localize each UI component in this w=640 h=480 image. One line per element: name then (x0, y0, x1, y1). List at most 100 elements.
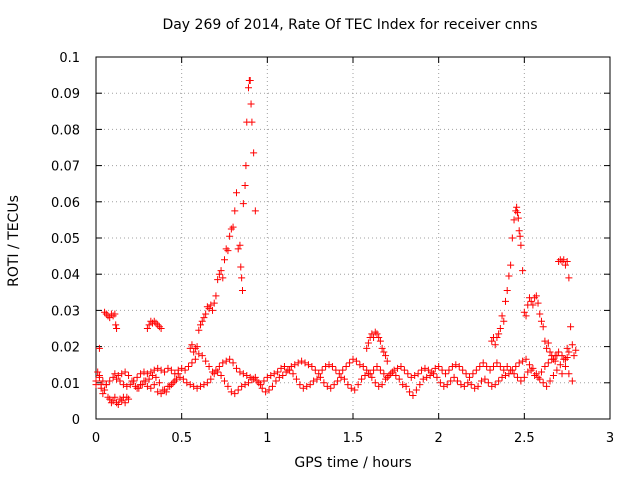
data-point (162, 388, 170, 396)
data-point (298, 357, 306, 365)
data-point (145, 375, 153, 383)
data-point (346, 359, 354, 367)
data-point (133, 373, 141, 381)
data-point (292, 375, 300, 383)
data-point (363, 344, 371, 352)
data-point (191, 355, 199, 363)
data-point (517, 377, 525, 385)
data-point (284, 366, 292, 374)
data-point (118, 397, 126, 405)
point-layer (92, 77, 580, 409)
data-point (371, 328, 379, 336)
data-point (150, 366, 158, 374)
data-point (265, 386, 273, 394)
data-point (104, 393, 112, 401)
data-point (243, 372, 251, 380)
data-point (234, 386, 242, 394)
x-tick-label: 1.5 (343, 431, 364, 446)
y-tick-label: 0.05 (51, 232, 80, 247)
data-point (222, 245, 230, 253)
data-point (560, 256, 568, 264)
data-point (114, 401, 122, 409)
y-tick-label: 0 (72, 413, 80, 428)
data-point (426, 372, 434, 380)
data-point (270, 370, 278, 378)
data-point (246, 77, 254, 85)
data-point (183, 379, 191, 387)
data-point (311, 366, 319, 374)
data-point (380, 370, 388, 378)
data-point (479, 359, 487, 367)
data-point (190, 348, 198, 356)
data-point (186, 381, 194, 389)
data-point (500, 317, 508, 325)
data-point (354, 381, 362, 389)
data-point (258, 384, 266, 392)
data-point (161, 368, 169, 376)
data-point (537, 317, 545, 325)
data-point (553, 352, 561, 360)
data-point (445, 366, 453, 374)
data-point (464, 379, 472, 387)
data-point (289, 370, 297, 378)
data-point (565, 370, 573, 378)
data-point (244, 84, 252, 92)
data-point (406, 388, 414, 396)
data-point (212, 292, 220, 300)
data-point (291, 361, 299, 369)
data-point (541, 363, 549, 371)
data-point (496, 325, 504, 332)
data-point (174, 370, 182, 378)
data-point (282, 368, 290, 376)
data-point (246, 373, 254, 381)
data-point (543, 382, 551, 390)
data-point (250, 375, 258, 383)
data-point (318, 366, 326, 374)
data-point (224, 247, 232, 255)
data-point (471, 384, 479, 392)
data-point (505, 272, 513, 280)
data-point (150, 317, 158, 325)
data-point (250, 149, 258, 157)
data-point (390, 366, 398, 374)
data-point (143, 370, 151, 378)
data-point (544, 359, 552, 367)
data-point (419, 375, 427, 383)
data-point (154, 388, 162, 396)
data-point (447, 377, 455, 385)
data-point (551, 357, 559, 365)
data-point (568, 377, 576, 385)
data-point (101, 386, 109, 394)
data-point (325, 361, 333, 369)
data-point (224, 382, 232, 390)
data-point (262, 388, 270, 396)
data-point (191, 344, 199, 352)
data-point (299, 384, 307, 392)
data-point (517, 241, 525, 249)
data-point (222, 357, 230, 365)
data-point (268, 382, 276, 390)
data-point (520, 308, 528, 316)
data-point (203, 379, 211, 387)
data-point (221, 256, 228, 264)
data-point (561, 355, 569, 363)
data-point (366, 370, 374, 378)
data-point (119, 381, 127, 389)
data-point (131, 382, 139, 390)
data-point (247, 100, 255, 108)
data-point (303, 382, 311, 390)
data-point (255, 379, 263, 387)
data-point (495, 377, 503, 385)
data-point (565, 274, 573, 282)
data-point (229, 223, 237, 231)
data-point (375, 382, 383, 390)
data-point (340, 375, 348, 383)
data-point (197, 382, 205, 390)
data-point (125, 395, 133, 403)
data-point (137, 370, 145, 378)
data-point (221, 377, 228, 385)
data-point (226, 232, 234, 240)
data-point (488, 337, 496, 345)
data-point (335, 370, 343, 378)
